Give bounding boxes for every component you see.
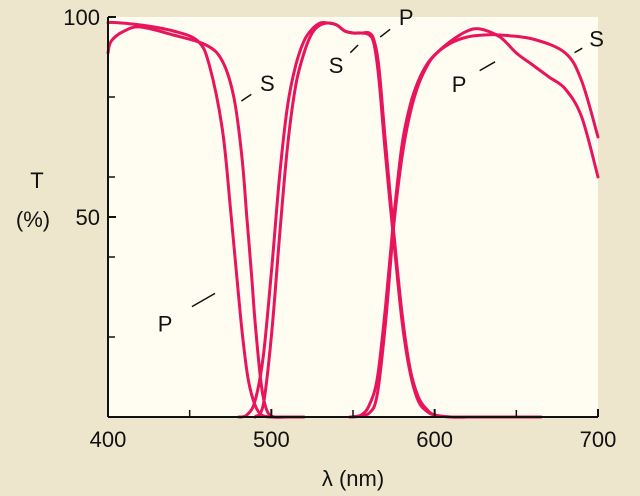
series-tag-leader xyxy=(379,28,391,38)
series-tag-s: S xyxy=(589,27,604,52)
series-tag-p: P xyxy=(399,5,414,30)
series-tag-p: P xyxy=(452,72,467,97)
series-tag-s: S xyxy=(329,53,344,78)
series-tag-leader xyxy=(191,292,216,308)
series-tag-s: S xyxy=(260,71,275,96)
series-tags-group: P S P S P S xyxy=(158,5,604,336)
y-axis-title-line2: (%) xyxy=(16,207,50,232)
series-tag-leader xyxy=(349,44,359,54)
series-tag-leader xyxy=(240,93,252,102)
x-tick-label: 400 xyxy=(90,427,127,452)
plot-area xyxy=(108,17,598,417)
series-line-1-p xyxy=(106,20,290,419)
series-group xyxy=(106,20,600,419)
series-tag-p: P xyxy=(158,311,173,336)
x-tick-label: 500 xyxy=(253,427,290,452)
series-tag-leader xyxy=(574,47,583,54)
y-axis-title-line1: T xyxy=(30,168,43,193)
axes-group: 100 50 400 500 600 700 xyxy=(63,5,616,452)
y-tick-label: 100 xyxy=(63,5,100,30)
y-tick-label: 50 xyxy=(76,205,100,230)
series-tag-leader xyxy=(479,61,496,72)
series-line-6-s xyxy=(351,33,600,419)
series-line-2-s xyxy=(106,25,306,419)
series-line-4-s xyxy=(253,21,543,419)
x-tick-label: 700 xyxy=(580,427,617,452)
x-tick-label: 600 xyxy=(416,427,453,452)
x-axis-title: λ (nm) xyxy=(322,466,384,491)
